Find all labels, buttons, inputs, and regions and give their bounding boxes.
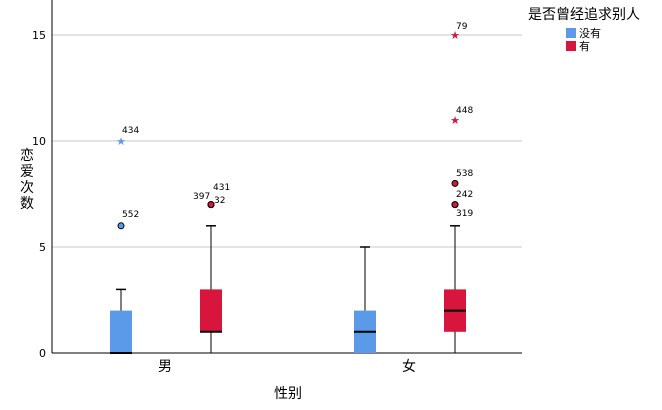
y-tick-label: 0 [39,347,46,360]
outlier-extreme: ★ [116,135,126,148]
outlier-label: 538 [456,169,473,179]
y-tick-label: 10 [32,135,46,148]
y-axis-label-char: 次 [20,180,34,196]
y-tick-labels: 0 5 10 15 [32,29,46,360]
y-axis-label: 恋爱次数 [20,147,34,212]
boxes [110,225,466,354]
legend: 是否曾经追求别人 没有有 [528,7,640,53]
outlier-label: 319 [456,209,473,219]
outlier-label: 431 [213,183,230,193]
box-rect [110,310,132,353]
legend-label: 没有 [579,26,601,40]
y-axis-label-char: 恋 [20,147,34,164]
x-tick-label: 男 [158,359,172,375]
y-axis-label-char: 数 [20,196,34,212]
legend-title: 是否曾经追求别人 [528,7,640,23]
legend-swatch [566,41,576,51]
outlier-label: 79 [456,22,468,32]
box-女-没有 [354,246,376,353]
legend-label: 有 [579,39,590,53]
legend-swatch [566,28,576,38]
outlier-label: 434 [122,126,139,136]
box-女-有 [444,225,466,353]
y-tick-label: 5 [39,241,46,254]
outlier-point [451,179,459,187]
outlier-point [117,222,125,230]
outlier-label: 448 [456,106,473,116]
outlier-point [451,201,459,209]
x-axis-label: 性别 [274,386,302,402]
x-tick-labels: 男女 [158,358,416,375]
outlier-label: 242 [456,190,473,200]
outlier-extreme: ★ [450,29,460,42]
outlier-point [207,201,215,209]
box-男-有 [200,225,222,353]
x-tick-label: 女 [402,358,416,375]
gridlines [52,34,522,248]
outlier-extreme: ★ [450,114,460,127]
outlier-label: 32 [214,196,225,206]
outlier-label: 397 [193,192,210,202]
y-axis-label-char: 爱 [20,164,34,180]
box-男-没有 [110,288,132,354]
y-tick-label: 15 [32,29,46,42]
box-rect [200,289,222,332]
outlier-label: 552 [122,210,139,220]
